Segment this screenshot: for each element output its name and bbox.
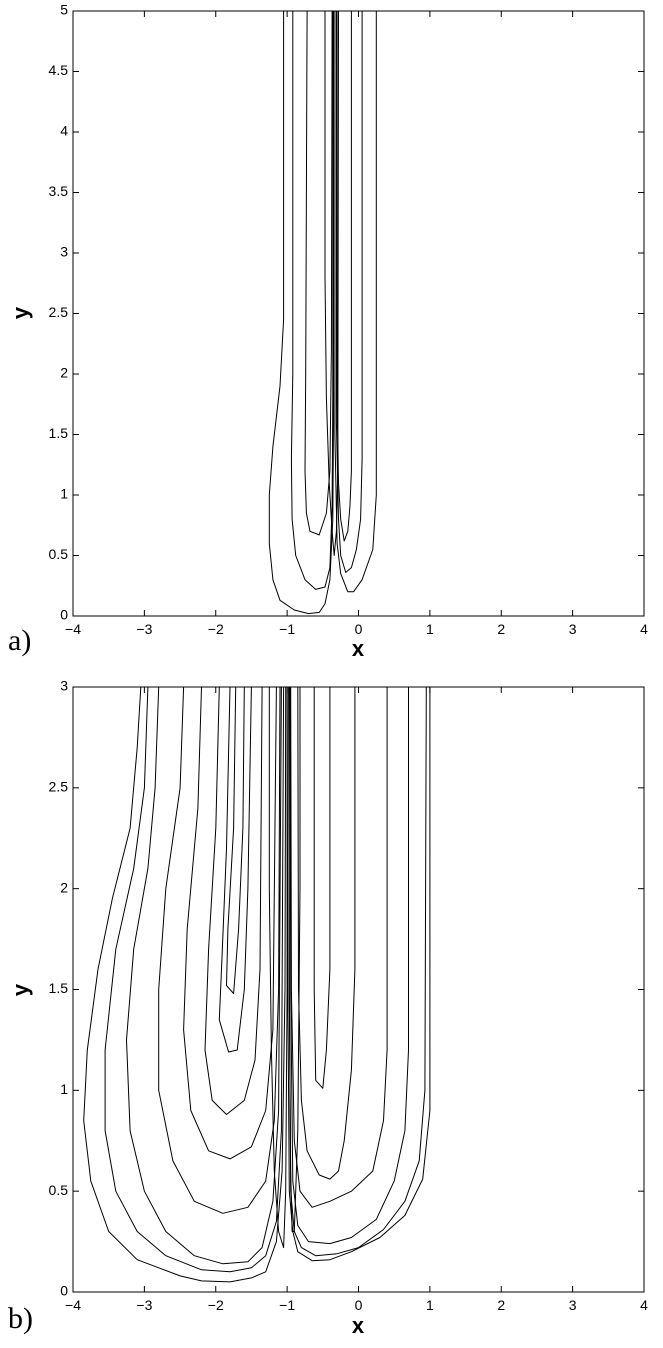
contour-line [286, 686, 431, 1262]
x-tick-label: −2 [208, 1297, 224, 1313]
y-tick-label: 4 [60, 123, 68, 139]
contour-line [336, 11, 352, 542]
x-tick-label: −1 [279, 621, 295, 637]
contour-line [183, 686, 277, 1160]
y-tick-label: 2.5 [49, 779, 69, 795]
contour-line [290, 686, 388, 1208]
contour-line [304, 10, 333, 536]
contour-line [268, 11, 334, 615]
panel-label-b: b) [8, 1302, 33, 1335]
plot-frame-a [72, 10, 645, 617]
x-tick-label: 3 [569, 1297, 577, 1313]
x-tick-label: 1 [426, 621, 434, 637]
x-tick-label: 3 [569, 621, 577, 637]
contour-line [334, 11, 377, 593]
x-tick-label: 2 [497, 621, 505, 637]
contour-line [313, 687, 331, 1089]
contour-lines-b [83, 686, 431, 1283]
y-tick-label: 0.5 [49, 1182, 69, 1198]
y-tick-label: 3 [60, 678, 68, 694]
y-tick-label: 2.5 [49, 304, 69, 320]
contour-lines-a [268, 10, 377, 615]
y-tick-label: 0 [60, 607, 68, 623]
x-axis-label-a: x [352, 636, 365, 661]
x-tick-label: −3 [136, 621, 152, 637]
y-axis-label-b: y [8, 983, 33, 996]
y-tick-label: 1 [60, 1081, 68, 1097]
y-tick-label: 5 [60, 2, 68, 18]
contour-line [288, 686, 427, 1257]
contour-line [297, 686, 356, 1180]
plot-panel-b: −4 −3 −2 −1 0 1 2 3 4 0 0.5 1 1.5 2 2.5 3 x y b) [8, 678, 648, 1338]
contour-line [289, 686, 409, 1245]
contour-line [226, 686, 245, 994]
y-axis-label-a: y [8, 306, 33, 319]
plot-panel-a: −4 −3 −2 −1 0 1 2 3 4 0 0.5 1 1.5 2 2.5 3 3.5 4 4.5 5 x y a… [8, 2, 648, 661]
x-tick-label: 4 [640, 1297, 648, 1313]
x-tick-label: −2 [208, 621, 224, 637]
panel-label-a: a) [8, 624, 31, 657]
contour-line [324, 10, 339, 556]
contour-line [158, 686, 281, 1214]
contour-line [126, 686, 282, 1265]
contour-line [268, 687, 288, 1249]
y-tick-label: 3.5 [49, 183, 69, 199]
x-tick-label: 0 [355, 621, 363, 637]
ticks-b: −4 −3 −2 −1 0 1 2 3 4 0 0.5 1 1.5 2 2.5 3 [49, 678, 649, 1313]
contour-line [218, 686, 252, 1053]
y-tick-label: 3 [60, 244, 68, 260]
y-tick-label: 0.5 [49, 546, 69, 562]
x-tick-label: 0 [355, 1297, 363, 1313]
x-tick-label: −3 [136, 1297, 152, 1313]
y-tick-label: 2 [60, 879, 68, 895]
contour-line [104, 686, 285, 1273]
y-tick-label: 1 [60, 486, 68, 502]
x-axis-label-b: x [352, 1313, 365, 1338]
x-tick-label: −1 [279, 1297, 295, 1313]
ticks-a: −4 −3 −2 −1 0 1 2 3 4 0 0.5 1 1.5 2 2.5 3 3.5 4 4.5 5 [49, 2, 649, 637]
y-tick-label: 1.5 [49, 980, 69, 996]
contour-line [288, 687, 301, 1232]
x-tick-label: 1 [426, 1297, 434, 1313]
x-tick-label: −4 [65, 621, 81, 637]
x-tick-label: 2 [497, 1297, 505, 1313]
x-tick-label: 4 [640, 621, 648, 637]
y-tick-label: 4.5 [49, 62, 69, 78]
contour-line [335, 11, 363, 573]
contour-line [83, 686, 287, 1283]
contour-line [290, 11, 334, 590]
y-tick-label: 1.5 [49, 425, 69, 441]
y-tick-label: 0 [60, 1283, 68, 1299]
x-tick-label: −4 [65, 1297, 81, 1313]
contour-line [204, 686, 263, 1115]
y-tick-label: 2 [60, 365, 68, 381]
